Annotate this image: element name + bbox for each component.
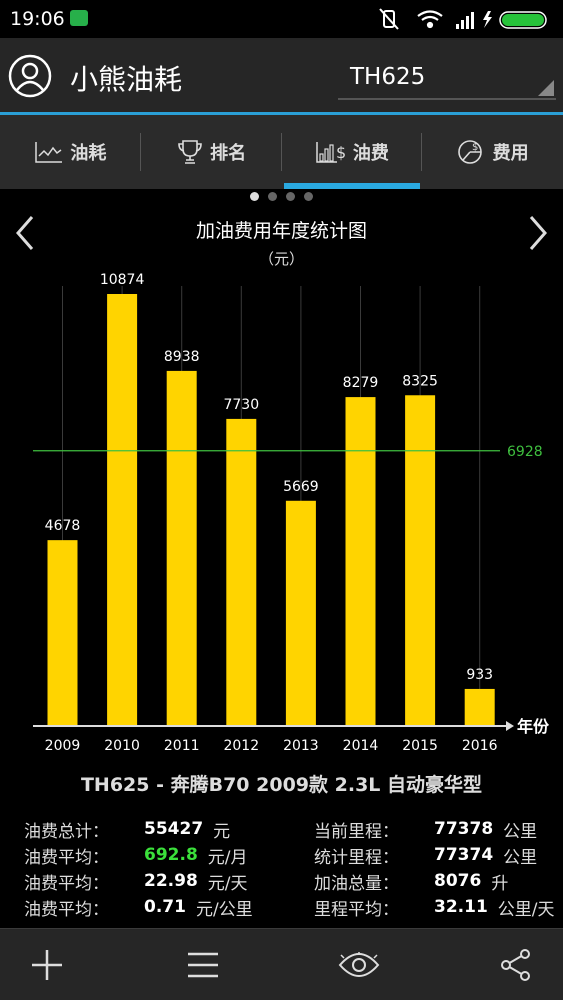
page-dot[interactable] (250, 192, 259, 201)
x-tick-label: 2010 (104, 738, 140, 754)
x-tick-label: 2009 (45, 738, 81, 754)
bar-2012 (226, 418, 257, 726)
page-dot[interactable] (304, 192, 313, 201)
tab-fuel-cost[interactable]: $ 油费 (282, 115, 423, 189)
x-axis-title: 年份 (517, 717, 550, 736)
tab-label: 油费 (352, 143, 389, 164)
svg-text:$: $ (336, 143, 346, 162)
pie-chart-dollar-icon: $ (457, 140, 482, 164)
bar-2013 (285, 500, 316, 726)
page-indicator (0, 192, 563, 206)
dropdown-corner-icon (538, 80, 554, 96)
bottom-toolbar (0, 928, 563, 1000)
previous-chart-arrow-icon[interactable] (12, 213, 38, 253)
menu-icon (188, 952, 218, 978)
data-label: 8938 (164, 349, 200, 365)
line-chart-icon (35, 142, 63, 163)
stat-current-mileage: 当前里程： 77378 公里 (314, 819, 538, 842)
data-label: 933 (466, 667, 493, 683)
data-label: 7730 (223, 397, 259, 413)
chart-title: 加油费用年度统计图 (195, 220, 367, 242)
bar-2009 (47, 540, 78, 726)
data-label: 8325 (402, 373, 438, 389)
bar-2011 (166, 370, 197, 726)
svg-text:$: $ (472, 142, 478, 153)
page-dot[interactable] (286, 192, 295, 201)
bar-2016 (464, 688, 495, 726)
stats-right-column: 当前里程： 77378 公里 统计里程： 77374 公里 加油总量： 8076… (314, 816, 555, 920)
bar-chart-dollar-icon: $ (316, 142, 346, 163)
car-selector[interactable]: TH625 (338, 52, 556, 100)
data-label: 8279 (343, 375, 379, 391)
stat-total-cost: 油费总计： 55427 元 (24, 819, 231, 842)
average-line-label: 6928 (507, 444, 543, 460)
stat-total-fuel: 加油总量： 8076 升 (314, 871, 509, 894)
share-icon (501, 949, 530, 981)
x-tick-label: 2013 (283, 738, 319, 754)
add-button[interactable] (17, 941, 77, 989)
stat-avg-km-per-day: 里程平均： 32.11 公里/天 (314, 897, 555, 920)
mute-vibrate-icon (379, 8, 399, 30)
data-label: 4678 (45, 518, 81, 534)
status-time: 19:06 (10, 8, 65, 30)
battery-icon (499, 11, 547, 29)
header-divider (0, 112, 563, 115)
fuel-cost-bar-chart: 4678 2009 10874 2010 8938 2011 7730 2012 5669 201… (33, 272, 550, 754)
tab-label: 排名 (210, 143, 247, 164)
car-description: TH625 - 奔腾B70 2009款 2.3L 自动豪华型 (80, 774, 483, 796)
app-title: 小熊油耗 (70, 63, 183, 96)
view-button[interactable] (329, 941, 389, 989)
stat-counted-mileage: 统计里程： 77374 公里 (314, 845, 538, 868)
data-label: 10874 (100, 272, 145, 288)
data-label: 5669 (283, 479, 319, 495)
status-bar: 19:06 (0, 0, 563, 38)
x-axis-arrow (506, 721, 514, 731)
tab-expenses[interactable]: $ 费用 (422, 115, 563, 189)
signal-icon (456, 12, 474, 29)
x-tick-label: 2011 (164, 738, 200, 754)
menu-button[interactable] (173, 941, 233, 989)
next-chart-arrow-icon[interactable] (525, 213, 551, 253)
x-tick-label: 2012 (223, 738, 259, 754)
status-icons (379, 8, 547, 30)
x-tick-label: 2014 (343, 738, 379, 754)
eye-icon (338, 952, 380, 977)
stat-avg-per-month: 油费平均： 692.8 元/月 (24, 845, 248, 868)
x-tick-label: 2015 (402, 738, 438, 754)
car-selector-value: TH625 (350, 64, 426, 90)
stat-avg-per-day: 油费平均： 22.98 元/天 (24, 871, 248, 894)
bar-2010 (107, 294, 138, 726)
tab-label: 费用 (492, 143, 529, 164)
add-icon (32, 950, 62, 980)
trophy-icon (178, 140, 202, 164)
active-tab-indicator (283, 183, 421, 189)
chart-y-unit: （元） (258, 250, 304, 268)
stats-left-column: 油费总计： 55427 元 油费平均： 692.8 元/月 油费平均： 22.9… (24, 816, 253, 920)
bar-2014 (345, 397, 376, 726)
share-button[interactable] (486, 941, 546, 989)
tab-label: 油耗 (70, 143, 107, 164)
stat-avg-per-km: 油费平均： 0.71 元/公里 (24, 897, 253, 920)
app-header: 小熊油耗 TH625 (0, 38, 563, 112)
x-tick-label: 2016 (462, 738, 498, 754)
wifi-icon (417, 10, 443, 29)
user-avatar-icon[interactable] (8, 54, 52, 98)
tab-fuel-consumption[interactable]: 油耗 (0, 115, 141, 189)
notification-app-icon (70, 10, 88, 26)
tab-ranking[interactable]: 排名 (141, 115, 282, 189)
page-dot[interactable] (268, 192, 277, 201)
charging-icon (483, 11, 492, 28)
tab-bar: 油耗 排名 $ 油费 $ 费用 (0, 115, 563, 189)
bar-2015 (405, 395, 436, 726)
